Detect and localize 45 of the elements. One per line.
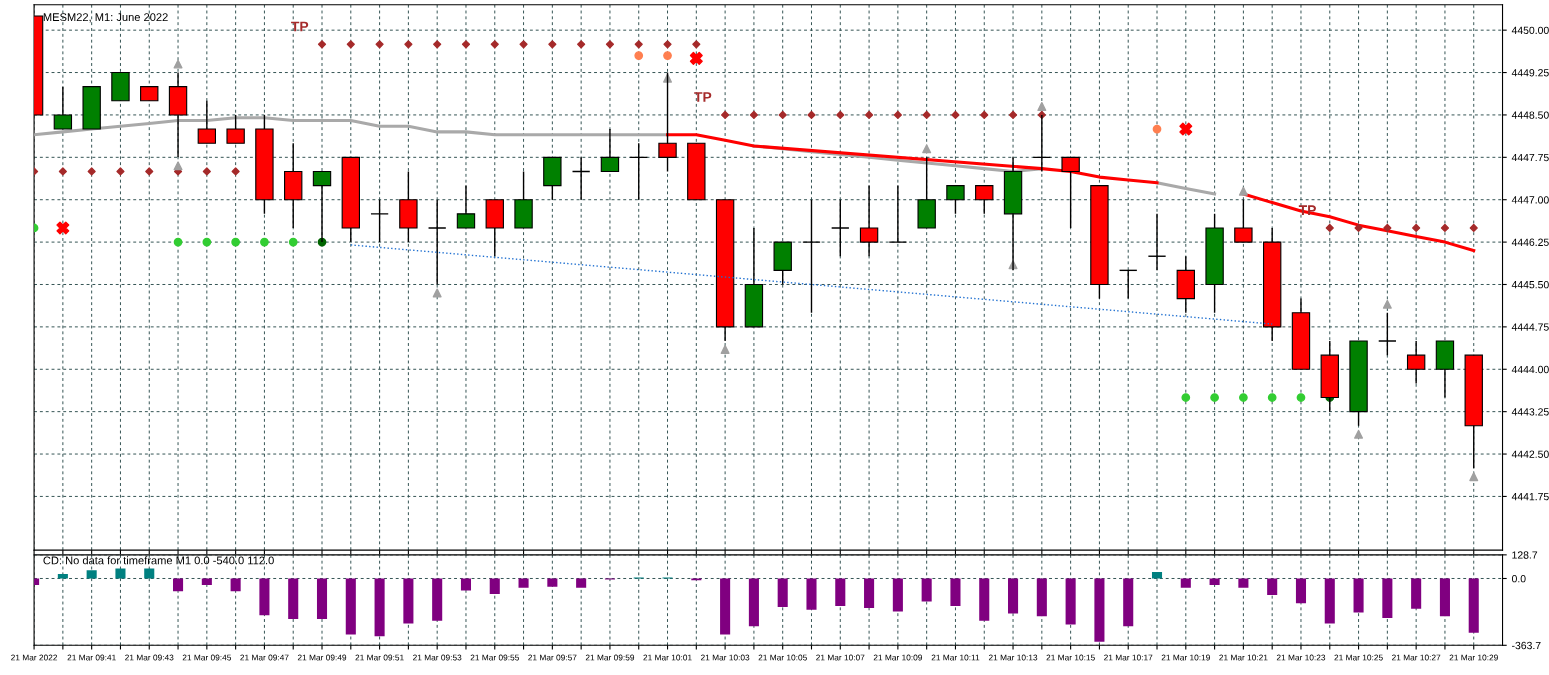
y-tick-label: 4443.25 <box>1511 408 1549 416</box>
y-tick-label: 4441.75 <box>1511 493 1549 501</box>
x-tick-label: 21 Mar 10:01 <box>643 654 692 661</box>
x-tick-label: 21 Mar 10:19 <box>1161 654 1210 661</box>
x-tick-label: 21 Mar 10:29 <box>1449 654 1498 661</box>
x-tick-label: 21 Mar 09:47 <box>240 654 289 661</box>
x-tick-label: 21 Mar 10:07 <box>816 654 865 661</box>
x-tick-label: 21 Mar 09:49 <box>297 654 347 661</box>
y-tick-label: 4450.00 <box>1511 26 1549 35</box>
x-tick-label: 21 Mar 10:13 <box>988 654 1038 661</box>
y-tick-label: 4444.75 <box>1511 323 1549 331</box>
x-tick-label: 21 Mar 10:25 <box>1334 654 1383 661</box>
y-tick-label: 0.0 <box>1511 574 1526 583</box>
x-tick-label: 21 Mar 10:27 <box>1392 654 1441 661</box>
y-tick-label: 4449.25 <box>1511 69 1549 77</box>
x-tick-label: 21 Mar 10:03 <box>700 654 750 661</box>
x-tick-label: 21 Mar 09:59 <box>585 654 635 661</box>
annotation: TP <box>291 21 309 32</box>
x-tick-label: 21 Mar 10:11 <box>931 654 980 661</box>
x-tick-label: 21 Mar 10:05 <box>758 654 807 661</box>
x-tick-label: 21 Mar 09:55 <box>470 654 519 661</box>
y-tick-label: -363.7 <box>1512 641 1541 650</box>
x-tick-label: 21 Mar 10:17 <box>1104 654 1153 661</box>
y-tick-label: 4444.00 <box>1511 365 1549 374</box>
x-tick-label: 21 Mar 09:57 <box>528 654 577 661</box>
y-tick-label: 4447.75 <box>1511 153 1549 162</box>
x-tick-label: 21 Mar 09:51 <box>355 654 404 661</box>
x-tick-label: 21 Mar 10:21 <box>1219 654 1268 661</box>
x-tick-label: 21 Mar 09:43 <box>125 654 174 661</box>
x-tick-label: 21 Mar 10:09 <box>873 654 923 661</box>
y-tick-label: 4447.00 <box>1511 196 1549 204</box>
x-tick-label: 21 Mar 09:45 <box>182 654 232 661</box>
y-tick-label: 4442.50 <box>1511 450 1549 458</box>
y-tick-label: 4445.50 <box>1511 280 1549 289</box>
annotation: TP <box>694 92 712 102</box>
y-tick-label: 128.7 <box>1512 551 1538 559</box>
x-tick-label: 21 Mar 10:23 <box>1276 654 1326 661</box>
chart-title: CD: No data for timeframe M1 0.0 -540.0 112.0 <box>43 556 274 565</box>
y-tick-label: 4448.50 <box>1511 111 1549 119</box>
x-tick-label: 21 Mar 2022 <box>11 654 58 661</box>
text: MESM22, M1: June 2022 <box>43 13 168 23</box>
x-tick-label: 21 Mar 09:41 <box>67 654 116 661</box>
x-tick-label: 21 Mar 10:15 <box>1046 654 1095 661</box>
y-tick-label: 4446.25 <box>1511 238 1549 246</box>
x-tick-label: 21 Mar 09:53 <box>413 654 462 661</box>
